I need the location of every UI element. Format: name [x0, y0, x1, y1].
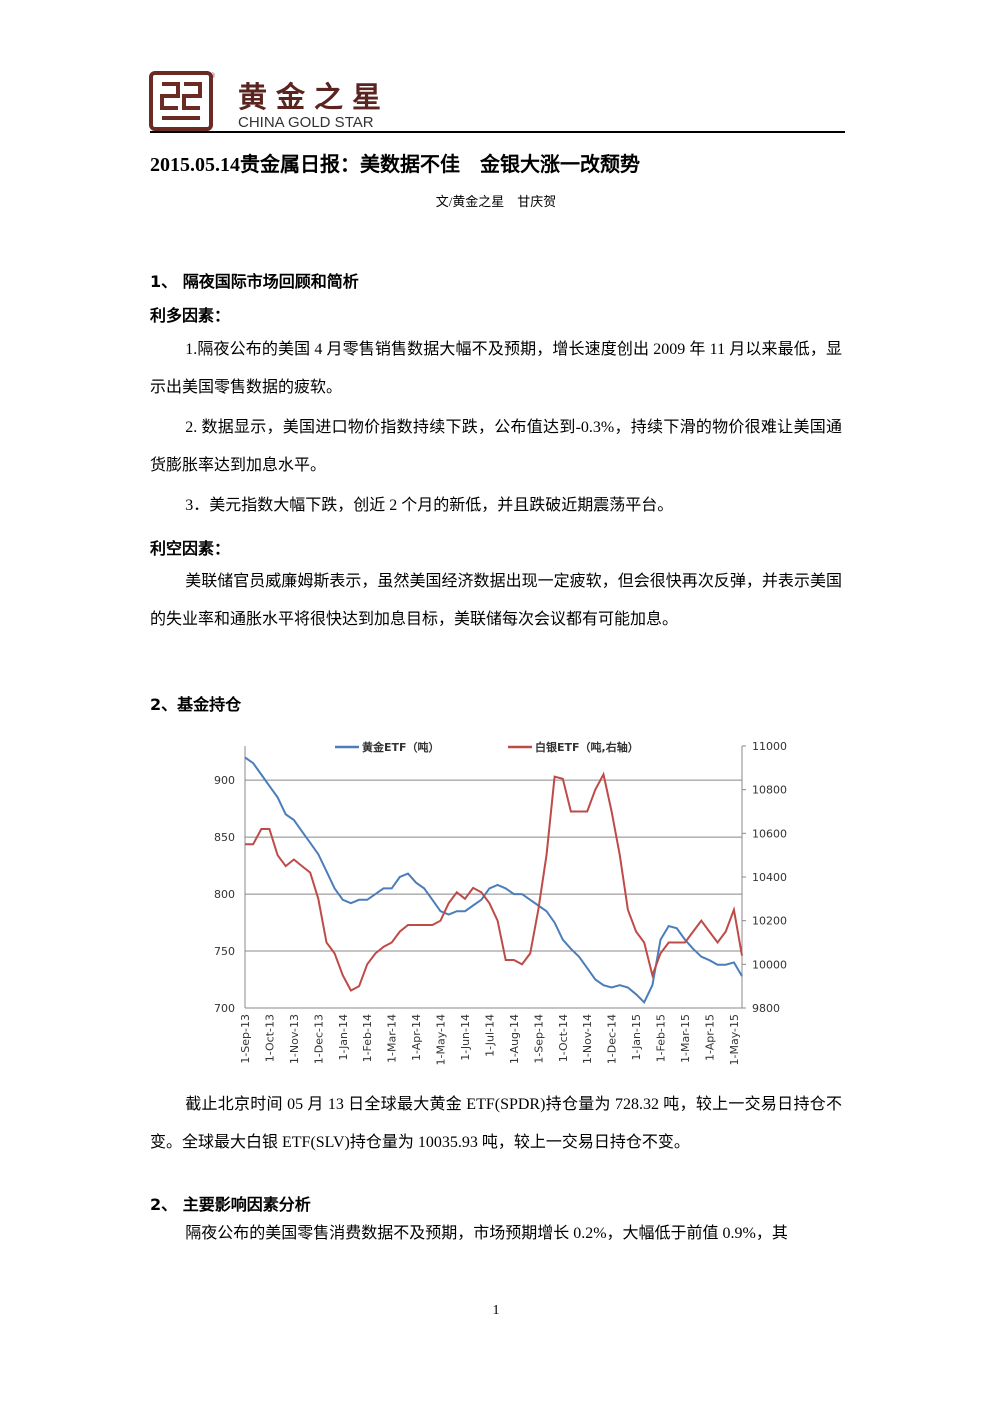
label: 利空因素： [150, 539, 231, 558]
x-tick-label: 1-Sep-14 [532, 1014, 545, 1064]
page-number: 1 [492, 1303, 500, 1318]
x-tick-label: 1-May-14 [435, 1014, 448, 1065]
x-tick-label: 1-Feb-15 [655, 1014, 668, 1062]
chart: 700 750 800 850 900 9800 10000 10200 10400 10600 1… [214, 740, 787, 1065]
byline: 文/黄金之星 甘庆贺 [435, 194, 557, 209]
svg-text:®: ® [210, 72, 216, 80]
x-tick-label: 1-Nov-13 [288, 1014, 301, 1064]
x-tick-label: 1-Apr-15 [703, 1014, 716, 1061]
x-tick-label: 1-Feb-14 [361, 1014, 374, 1062]
doc-title: 2015.05.14贵金属日报：美数据不佳 金银大涨一改颓势 [150, 154, 640, 176]
y-tick-label: 850 [214, 831, 235, 844]
legend-label: 黄金ETF（吨） [362, 740, 440, 754]
y2-tick-label: 11000 [752, 740, 787, 753]
paragraph: 3．美元指数大幅下跌，创近 2 个月的新低，并且跌破近期震荡平台。 [185, 497, 674, 514]
series-line [244, 756, 743, 1004]
paragraph: 美联储官员威廉姆斯表示，虽然美国经济数据出现一定疲软，但会很快再次反弹，并表示美… [150, 573, 842, 628]
y-tick-label: 800 [214, 888, 235, 901]
label: 利多因素： [150, 306, 231, 325]
x-tick-label: 1-May-15 [728, 1014, 741, 1065]
section-heading: 1、 隔夜国际市场回顾和简析 [150, 272, 359, 291]
x-tick-label: 1-Jun-14 [459, 1014, 472, 1061]
x-tick-label: 1-Jan-14 [337, 1014, 350, 1061]
brand: 黄金之星 [238, 80, 391, 114]
y-tick-label: 900 [214, 774, 235, 787]
y2-tick-label: 10200 [752, 915, 787, 928]
series-line [245, 771, 743, 992]
logo: ® [149, 71, 216, 131]
x-tick-label: 1-Dec-13 [312, 1014, 325, 1064]
section-heading: 2、基金持仓 [150, 695, 242, 714]
y2-tick-label: 10000 [752, 958, 787, 971]
header-rule [150, 131, 845, 133]
y2-tick-label: 10600 [752, 827, 787, 840]
x-tick-label: 1-Aug-14 [508, 1014, 521, 1064]
section-heading: 2、 主要影响因素分析 [150, 1195, 311, 1214]
x-tick-label: 1-Mar-14 [386, 1014, 399, 1063]
x-tick-label: 1-Apr-14 [410, 1014, 423, 1061]
x-tick-label: 1-Sep-13 [239, 1014, 252, 1064]
y-tick-label: 750 [214, 945, 235, 958]
x-tick-label: 1-Dec-14 [606, 1014, 619, 1064]
paragraph: 1.隔夜公布的美国 4 月零售销售数据大幅不及预期，增长速度创出 2009 年 … [150, 341, 842, 396]
y2-tick-label: 9800 [752, 1002, 780, 1015]
y-tick-label: 700 [214, 1002, 235, 1015]
x-tick-label: 1-Jul-14 [483, 1014, 496, 1057]
legend-label: 白银ETF（吨,右轴） [535, 740, 639, 754]
paragraph: 2. 数据显示，美国进口物价指数持续下跌，公布值达到-0.3%，持续下滑的物价很… [150, 419, 842, 474]
x-tick-label: 1-Jan-15 [630, 1014, 643, 1061]
brand-en: CHINA GOLD STAR [238, 114, 374, 131]
x-tick-label: 1-Mar-15 [679, 1014, 692, 1063]
y2-tick-label: 10800 [752, 784, 787, 797]
y2-tick-label: 10400 [752, 871, 787, 884]
paragraph: 截止北京时间 05 月 13 日全球最大黄金 ETF(SPDR)持仓量为 728… [150, 1096, 842, 1151]
paragraph: 隔夜公布的美国零售消费数据不及预期，市场预期增长 0.2%，大幅低于前值 0.9… [185, 1225, 788, 1242]
x-tick-label: 1-Oct-13 [263, 1014, 276, 1062]
x-tick-label: 1-Oct-14 [557, 1014, 570, 1062]
x-tick-label: 1-Nov-14 [581, 1014, 594, 1064]
